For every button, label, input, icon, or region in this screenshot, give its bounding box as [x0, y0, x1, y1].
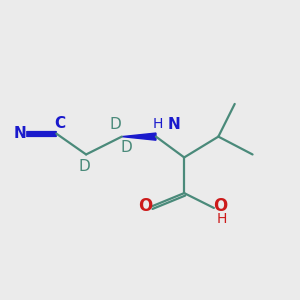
- Text: H: H: [216, 212, 226, 226]
- Text: H: H: [152, 117, 163, 131]
- Text: O: O: [138, 197, 152, 215]
- Text: C: C: [54, 116, 65, 131]
- Text: D: D: [120, 140, 132, 155]
- Text: D: D: [110, 117, 122, 132]
- Text: N: N: [167, 117, 180, 132]
- Text: D: D: [79, 159, 91, 174]
- Text: O: O: [213, 197, 228, 215]
- Polygon shape: [122, 133, 156, 140]
- Text: N: N: [14, 126, 26, 141]
